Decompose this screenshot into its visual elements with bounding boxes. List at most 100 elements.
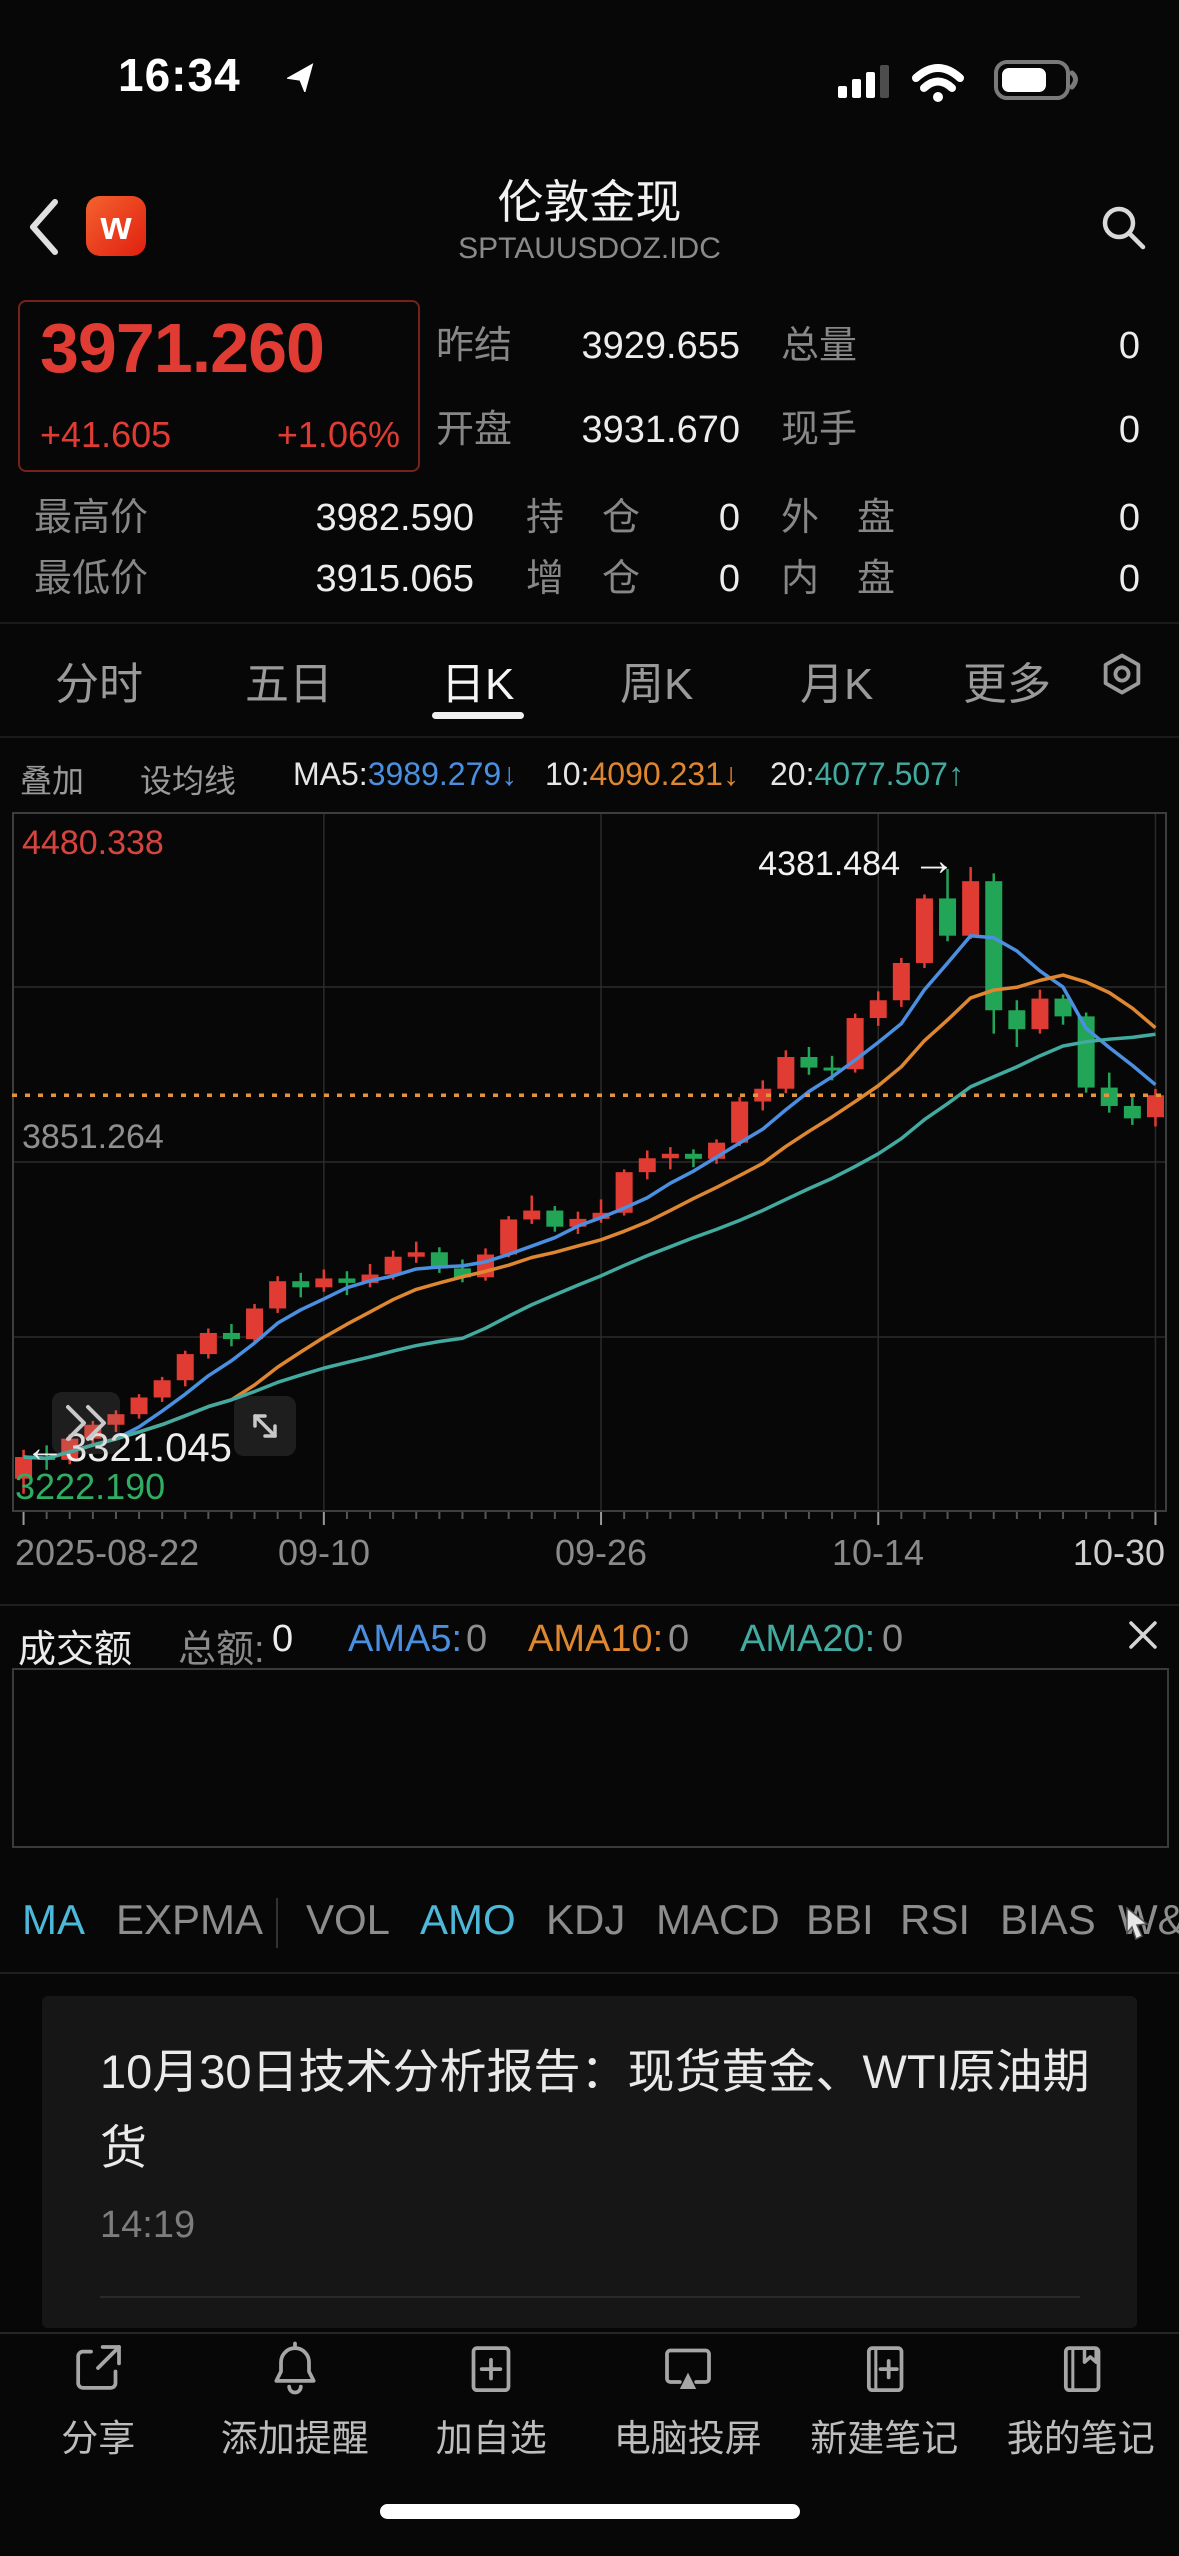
tab-weekly-k[interactable]: 周K xyxy=(620,660,694,709)
indicator-tab-bbi[interactable]: BBI xyxy=(806,1896,874,1943)
wind-app-letter: w xyxy=(100,203,132,248)
ma5-label: MA5: xyxy=(293,756,368,792)
news-separator xyxy=(100,2296,1080,2298)
tab-five-day[interactable]: 五日 xyxy=(245,660,333,709)
ma20-value: 4077.507 xyxy=(814,756,948,792)
peak-arrow-icon: → xyxy=(912,836,956,885)
low-value: 3915.065 xyxy=(315,558,475,600)
ama20-value: 0 xyxy=(882,1618,904,1660)
bell-icon xyxy=(267,2340,323,2396)
close-panel-icon[interactable] xyxy=(1126,1618,1160,1652)
volume-panel xyxy=(12,1668,1169,1848)
price-change: +41.605 xyxy=(40,414,172,455)
screen-mirror-icon xyxy=(660,2340,716,2396)
ma5-readout: MA5:3989.279↓ xyxy=(293,756,517,793)
ma20-direction: ↑ xyxy=(947,756,964,792)
screen-mirror-button[interactable]: 电脑投屏 xyxy=(590,2340,787,2462)
ma10-direction: ↓ xyxy=(722,756,739,792)
high-label: 最高价 xyxy=(34,497,149,539)
current-volume-label: 现手 xyxy=(781,409,858,451)
indicator-divider xyxy=(276,1898,278,1948)
oi-change-label: 增 仓 xyxy=(526,558,641,600)
last-price: 3971.260 xyxy=(40,309,325,387)
new-note-button[interactable]: 新建笔记 xyxy=(786,2340,983,2462)
indicator-tab-amo[interactable]: AMO xyxy=(420,1896,516,1943)
tab-more[interactable]: 更多 xyxy=(963,660,1051,709)
oi-change-value: 0 xyxy=(718,558,740,600)
peak-price-label: 4381.484 xyxy=(758,845,900,883)
tab-monthly-k[interactable]: 月K xyxy=(800,660,874,709)
ma20-readout: 20:4077.507↑ xyxy=(770,756,964,793)
candlestick-chart[interactable] xyxy=(12,812,1167,1526)
x-label-start-date: 2025-08-22 xyxy=(15,1532,200,1573)
indicator-tab-expma[interactable]: EXPMA xyxy=(116,1896,264,1943)
amount-total-label: 总额: xyxy=(178,1629,265,1671)
amount-total-value: 0 xyxy=(272,1618,294,1660)
set-ma-button[interactable]: 设均线 xyxy=(140,763,237,799)
low-label: 最低价 xyxy=(34,558,149,600)
back-button[interactable] xyxy=(22,196,66,258)
ma5-value: 3989.279 xyxy=(367,756,502,792)
share-button[interactable]: 分享 xyxy=(0,2340,197,2462)
open-interest-label: 持 仓 xyxy=(526,497,641,539)
my-notes-label: 我的笔记 xyxy=(1006,2418,1155,2459)
status-icons xyxy=(838,56,1088,102)
indicator-tab-bias[interactable]: BIAS xyxy=(1000,1896,1096,1943)
ma10-label: 10: xyxy=(545,756,590,792)
news-item[interactable]: 10月30日技术分析报告：现货黄金、WTI原油期货 14:19 xyxy=(42,1996,1137,2328)
total-volume-value: 0 xyxy=(1118,325,1140,367)
wifi-icon xyxy=(912,64,964,102)
y-axis-mid-label: 3851.264 xyxy=(22,1118,164,1156)
price-change-pct: +1.06% xyxy=(276,414,400,455)
ama10-value: 0 xyxy=(668,1618,690,1660)
my-notes-icon xyxy=(1053,2340,1109,2396)
x-label-2: 09-10 xyxy=(277,1532,371,1573)
add-watchlist-button[interactable]: 加自选 xyxy=(393,2340,590,2462)
my-notes-button[interactable]: 我的笔记 xyxy=(983,2340,1179,2462)
new-note-label: 新建笔记 xyxy=(810,2418,959,2459)
news-timestamp: 14:19 xyxy=(100,2204,196,2246)
home-indicator[interactable] xyxy=(380,2504,800,2519)
overlay-button[interactable]: 叠加 xyxy=(20,763,85,799)
indicator-tab-rsi[interactable]: RSI xyxy=(900,1896,971,1943)
x-label-end-date: 10-30 xyxy=(1072,1532,1165,1573)
indicator-tab-ma[interactable]: MA xyxy=(22,1896,85,1943)
ama20-label: AMA20: xyxy=(740,1618,876,1660)
x-label-3: 09-26 xyxy=(554,1532,648,1573)
ma10-readout: 10:4090.231↓ xyxy=(545,756,739,793)
tab-minute[interactable]: 分时 xyxy=(55,660,143,709)
indicator-tab-vol[interactable]: VOL xyxy=(306,1896,391,1943)
y-axis-min-label: 3222.190 xyxy=(15,1466,166,1507)
add-reminder-label: 添加提醒 xyxy=(220,2418,369,2459)
open-label: 开盘 xyxy=(436,409,513,451)
open-interest-value: 0 xyxy=(718,497,740,539)
ma5-direction: ↓ xyxy=(501,756,518,792)
scroll-left-button[interactable] xyxy=(52,1392,120,1454)
symbol-code: SPTAUUSDOZ.IDC xyxy=(458,232,721,265)
ma10-value: 4090.231 xyxy=(589,756,723,792)
chart-settings-icon[interactable] xyxy=(1098,650,1146,698)
total-volume-label: 总量 xyxy=(781,325,858,367)
add-reminder-button[interactable]: 添加提醒 xyxy=(197,2340,394,2462)
high-value: 3982.590 xyxy=(315,497,475,539)
outer-disc-value: 0 xyxy=(1118,497,1140,539)
y-axis-max-label: 4480.338 xyxy=(22,824,164,862)
outer-disc-label: 外 盘 xyxy=(781,497,896,539)
ama10-label: AMA10: xyxy=(528,1618,664,1660)
expand-chart-button[interactable] xyxy=(234,1396,296,1456)
indicator-tab-kdj[interactable]: KDJ xyxy=(546,1896,626,1943)
indicator-tab-macd[interactable]: MACD xyxy=(656,1896,780,1943)
page-title: 伦敦金现 xyxy=(497,176,682,228)
search-icon[interactable] xyxy=(1098,202,1150,254)
price-box[interactable]: 3971.260 +41.605 +1.06% xyxy=(18,300,420,472)
ma-info-bar: 叠加 设均线 MA5:3989.279↓ 10:4090.231↓ 20:407… xyxy=(0,748,1179,804)
cursor-pointer-icon xyxy=(1122,1906,1152,1940)
news-title: 10月30日技术分析报告：现货黄金、WTI原油期货 xyxy=(100,2045,1090,2174)
screen-mirror-label: 电脑投屏 xyxy=(613,2418,762,2459)
tab-daily-k[interactable]: 日K xyxy=(441,660,515,709)
amount-title: 成交额 xyxy=(18,1629,133,1671)
bottom-toolbar: 分享 添加提醒 加自选 电脑投屏 新建笔记 我的笔记 xyxy=(0,2340,1179,2462)
ama5-label: AMA5: xyxy=(348,1618,463,1660)
new-note-icon xyxy=(856,2340,912,2396)
x-label-4: 10-14 xyxy=(831,1532,925,1573)
